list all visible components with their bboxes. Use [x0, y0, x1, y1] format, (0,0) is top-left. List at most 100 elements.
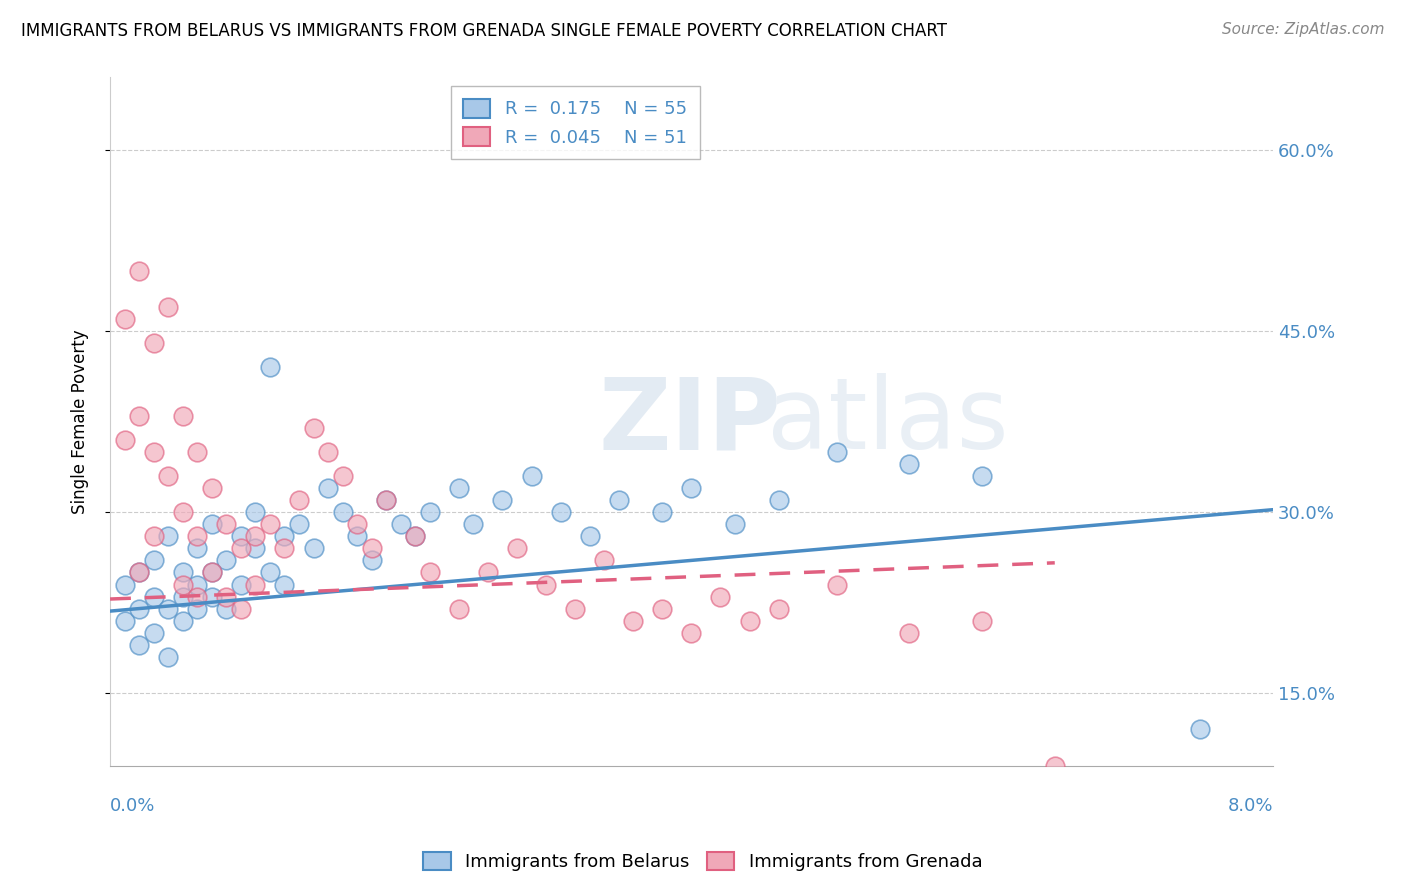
Point	[534, 577, 557, 591]
Point	[302, 541, 325, 556]
Point	[201, 517, 224, 532]
Point	[346, 517, 368, 532]
Point	[972, 614, 994, 628]
Point	[157, 300, 180, 314]
Point	[332, 468, 354, 483]
Point	[245, 541, 267, 556]
Point	[404, 529, 426, 543]
Point	[201, 481, 224, 495]
Point	[128, 566, 150, 580]
Point	[463, 517, 485, 532]
Point	[564, 601, 586, 615]
Point	[768, 601, 790, 615]
Point	[375, 493, 398, 508]
Point	[259, 566, 281, 580]
Point	[128, 638, 150, 652]
Point	[477, 566, 499, 580]
Point	[491, 493, 513, 508]
Point	[114, 577, 136, 591]
Point	[201, 590, 224, 604]
Point	[288, 517, 311, 532]
Point	[288, 493, 311, 508]
Point	[259, 360, 281, 375]
Point	[316, 481, 339, 495]
Point	[186, 541, 208, 556]
Point	[273, 529, 295, 543]
Text: Source: ZipAtlas.com: Source: ZipAtlas.com	[1222, 22, 1385, 37]
Point	[172, 505, 194, 519]
Point	[447, 481, 470, 495]
Point	[157, 601, 180, 615]
Point	[825, 577, 848, 591]
Point	[506, 541, 529, 556]
Point	[724, 517, 747, 532]
Point	[621, 614, 644, 628]
Point	[142, 553, 165, 567]
Point	[114, 433, 136, 447]
Point	[898, 625, 921, 640]
Point	[114, 312, 136, 326]
Point	[215, 553, 238, 567]
Point	[273, 577, 295, 591]
Point	[332, 505, 354, 519]
Point	[404, 529, 426, 543]
Text: ZIP: ZIP	[599, 373, 782, 470]
Point	[1189, 723, 1212, 737]
Point	[142, 529, 165, 543]
Point	[245, 577, 267, 591]
Point	[172, 409, 194, 423]
Point	[245, 529, 267, 543]
Point	[229, 541, 252, 556]
Point	[738, 614, 761, 628]
Point	[593, 553, 616, 567]
Point	[316, 444, 339, 458]
Point	[651, 601, 673, 615]
Point	[768, 493, 790, 508]
Point	[550, 505, 572, 519]
Point	[128, 601, 150, 615]
Point	[302, 420, 325, 434]
Point	[128, 566, 150, 580]
Point	[229, 577, 252, 591]
Point	[1043, 758, 1066, 772]
Point	[898, 457, 921, 471]
Text: 8.0%: 8.0%	[1227, 797, 1272, 814]
Point	[186, 529, 208, 543]
Point	[142, 590, 165, 604]
Text: atlas: atlas	[768, 373, 1008, 470]
Point	[172, 566, 194, 580]
Point	[157, 650, 180, 665]
Point	[651, 505, 673, 519]
Point	[186, 444, 208, 458]
Point	[201, 566, 224, 580]
Legend: R =  0.175    N = 55, R =  0.045    N = 51: R = 0.175 N = 55, R = 0.045 N = 51	[451, 87, 700, 160]
Point	[215, 517, 238, 532]
Point	[186, 601, 208, 615]
Point	[972, 468, 994, 483]
Point	[157, 468, 180, 483]
Point	[215, 590, 238, 604]
Point	[259, 517, 281, 532]
Point	[229, 601, 252, 615]
Point	[346, 529, 368, 543]
Point	[229, 529, 252, 543]
Point	[360, 553, 382, 567]
Point	[142, 444, 165, 458]
Point	[419, 566, 441, 580]
Point	[578, 529, 600, 543]
Point	[142, 625, 165, 640]
Point	[114, 614, 136, 628]
Point	[186, 577, 208, 591]
Point	[172, 577, 194, 591]
Point	[215, 601, 238, 615]
Point	[360, 541, 382, 556]
Point	[709, 590, 731, 604]
Point	[172, 590, 194, 604]
Point	[142, 336, 165, 351]
Point	[389, 517, 412, 532]
Text: IMMIGRANTS FROM BELARUS VS IMMIGRANTS FROM GRENADA SINGLE FEMALE POVERTY CORRELA: IMMIGRANTS FROM BELARUS VS IMMIGRANTS FR…	[21, 22, 948, 40]
Legend: Immigrants from Belarus, Immigrants from Grenada: Immigrants from Belarus, Immigrants from…	[416, 845, 990, 879]
Point	[375, 493, 398, 508]
Point	[128, 263, 150, 277]
Point	[520, 468, 543, 483]
